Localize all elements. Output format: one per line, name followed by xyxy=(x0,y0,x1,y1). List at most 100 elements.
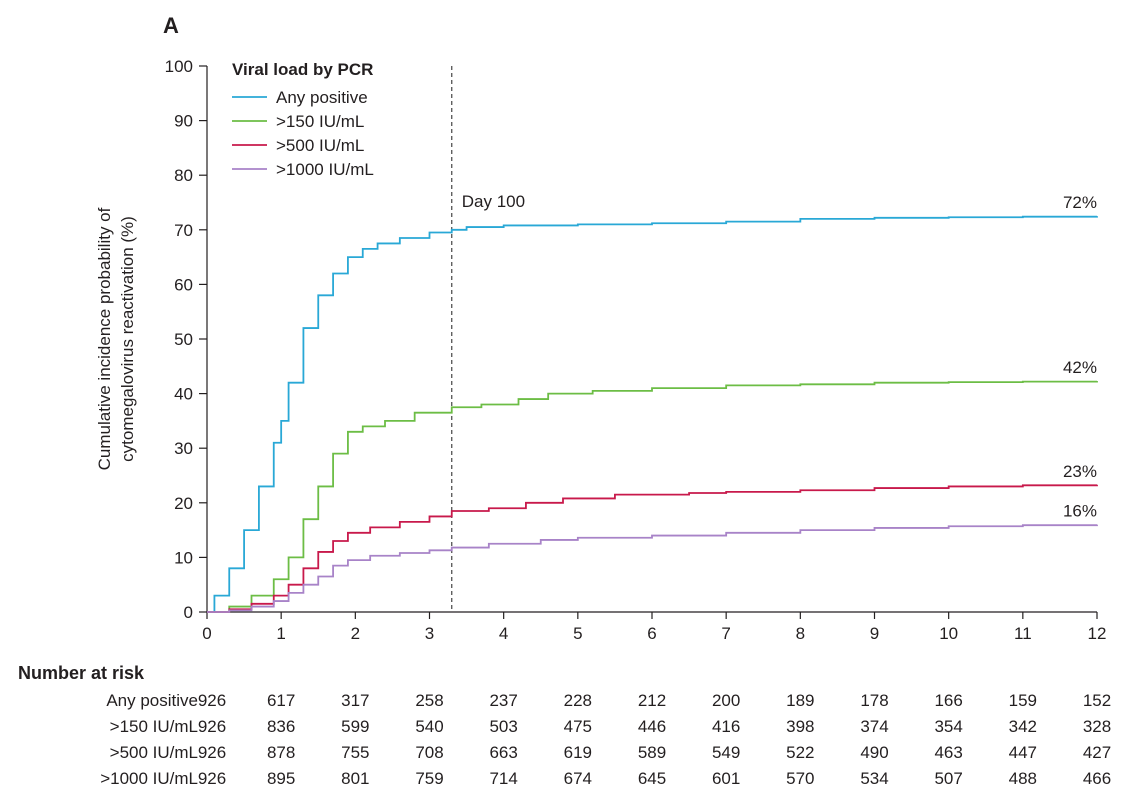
y-tick-label: 40 xyxy=(174,385,193,404)
risk-cell: 926 xyxy=(197,769,227,788)
risk-cell: 801 xyxy=(341,769,370,788)
x-tick-label: 7 xyxy=(721,624,730,643)
risk-cell: 447 xyxy=(1008,743,1038,762)
series-end-label: 42% xyxy=(1063,358,1097,377)
risk-cell: 342 xyxy=(1008,717,1038,736)
y-axis-label: Cumulative incidence probability of cytom… xyxy=(95,207,137,470)
risk-cell: 663 xyxy=(489,743,518,762)
y-tick-label: 60 xyxy=(174,275,193,294)
risk-cell: 645 xyxy=(637,769,667,788)
legend-entry: Any positive xyxy=(276,88,368,107)
risk-cell: 926 xyxy=(197,717,227,736)
risk-cell: 601 xyxy=(711,769,741,788)
risk-table-row: >150 IU/mL 926 836 599 540 503 475 446 416 398 374… xyxy=(0,715,1127,741)
y-tick-label: 10 xyxy=(174,548,193,567)
risk-cell: 534 xyxy=(860,769,889,788)
y-tick-label: 80 xyxy=(174,166,193,185)
risk-row-label: Any positive xyxy=(106,691,198,710)
risk-cell: 617 xyxy=(266,691,296,710)
risk-cell: 490 xyxy=(860,743,889,762)
risk-cell: 714 xyxy=(489,769,518,788)
risk-cell: 589 xyxy=(637,743,667,762)
risk-cell: 212 xyxy=(637,691,667,710)
risk-cell: 152 xyxy=(1082,691,1112,710)
risk-cell: 317 xyxy=(341,691,370,710)
risk-cell: 549 xyxy=(711,743,741,762)
y-tick-label: 100 xyxy=(165,57,193,76)
risk-cell: 354 xyxy=(934,717,963,736)
legend-entry: >1000 IU/mL xyxy=(276,160,374,179)
risk-cell: 466 xyxy=(1082,769,1112,788)
y-tick-label: 90 xyxy=(174,112,193,131)
y-tick-label: 50 xyxy=(174,330,193,349)
risk-cell: 599 xyxy=(341,717,370,736)
x-tick-label: 0 xyxy=(202,624,211,643)
risk-cell: 237 xyxy=(489,691,518,710)
risk-cell: 926 xyxy=(197,691,227,710)
risk-cell: 755 xyxy=(341,743,370,762)
day-100-label: Day 100 xyxy=(462,192,525,211)
risk-cell: 488 xyxy=(1008,769,1038,788)
series-end-label: 16% xyxy=(1063,502,1097,521)
x-tick-label: 8 xyxy=(796,624,805,643)
x-tick-label: 3 xyxy=(425,624,434,643)
risk-table-row: Any positive 926 617 317 258 237 228 212 200 189 1… xyxy=(0,689,1127,715)
x-tick-label: 6 xyxy=(647,624,656,643)
risk-cell: 159 xyxy=(1008,691,1038,710)
legend-title: Viral load by PCR xyxy=(232,60,373,79)
legend-entry: >500 IU/mL xyxy=(276,136,364,155)
risk-table-title: Number at risk xyxy=(18,663,145,683)
risk-cell: 200 xyxy=(711,691,741,710)
series-line xyxy=(207,380,1098,613)
y-tick-label: 0 xyxy=(184,603,193,622)
x-tick-label: 11 xyxy=(1014,624,1032,643)
risk-cell: 398 xyxy=(786,717,815,736)
series-line xyxy=(207,524,1098,613)
x-tick-label: 10 xyxy=(939,624,958,643)
risk-cell: 895 xyxy=(266,769,296,788)
risk-cell: 446 xyxy=(637,717,667,736)
risk-cell: 759 xyxy=(415,769,444,788)
risk-cell: 507 xyxy=(934,769,963,788)
x-tick-label: 4 xyxy=(499,624,508,643)
series-end-label: 72% xyxy=(1063,193,1097,212)
risk-cell: 570 xyxy=(786,769,815,788)
x-tick-label: 1 xyxy=(276,624,285,643)
x-tick-label: 2 xyxy=(351,624,360,643)
risk-cell: 258 xyxy=(415,691,444,710)
risk-cell: 475 xyxy=(563,717,593,736)
risk-cell: 427 xyxy=(1082,743,1112,762)
risk-cell: 674 xyxy=(563,769,593,788)
risk-cell: 836 xyxy=(266,717,296,736)
risk-cell: 708 xyxy=(415,743,444,762)
series-layer: 72% 42% 23% 16% xyxy=(207,193,1098,613)
y-tick-label: 20 xyxy=(174,494,193,513)
risk-cell: 228 xyxy=(563,691,593,710)
legend: Viral load by PCR Any positive >150 IU/mL >… xyxy=(232,60,374,179)
risk-row-label: >1000 IU/mL xyxy=(100,769,198,788)
series-end-label: 23% xyxy=(1063,462,1097,481)
risk-row-label: >500 IU/mL xyxy=(109,743,198,762)
risk-cell: 166 xyxy=(934,691,963,710)
x-tick-label: 5 xyxy=(573,624,582,643)
risk-cell: 463 xyxy=(934,743,963,762)
risk-cell: 926 xyxy=(197,743,227,762)
risk-cell: 540 xyxy=(415,717,444,736)
x-tick-label: 9 xyxy=(870,624,879,643)
y-tick-label: 70 xyxy=(174,221,193,240)
risk-cell: 189 xyxy=(786,691,815,710)
legend-entry: >150 IU/mL xyxy=(276,112,364,131)
risk-cell: 416 xyxy=(711,717,741,736)
risk-cell: 178 xyxy=(860,691,889,710)
risk-cell: 503 xyxy=(489,717,518,736)
risk-cell: 878 xyxy=(266,743,296,762)
series-line xyxy=(207,484,1098,613)
x-tick-label: 12 xyxy=(1088,624,1107,643)
risk-cell: 328 xyxy=(1082,717,1112,736)
y-tick-label: 30 xyxy=(174,439,193,458)
risk-cell: 374 xyxy=(860,717,889,736)
series-line xyxy=(207,215,1098,613)
risk-row-label: >150 IU/mL xyxy=(109,717,198,736)
